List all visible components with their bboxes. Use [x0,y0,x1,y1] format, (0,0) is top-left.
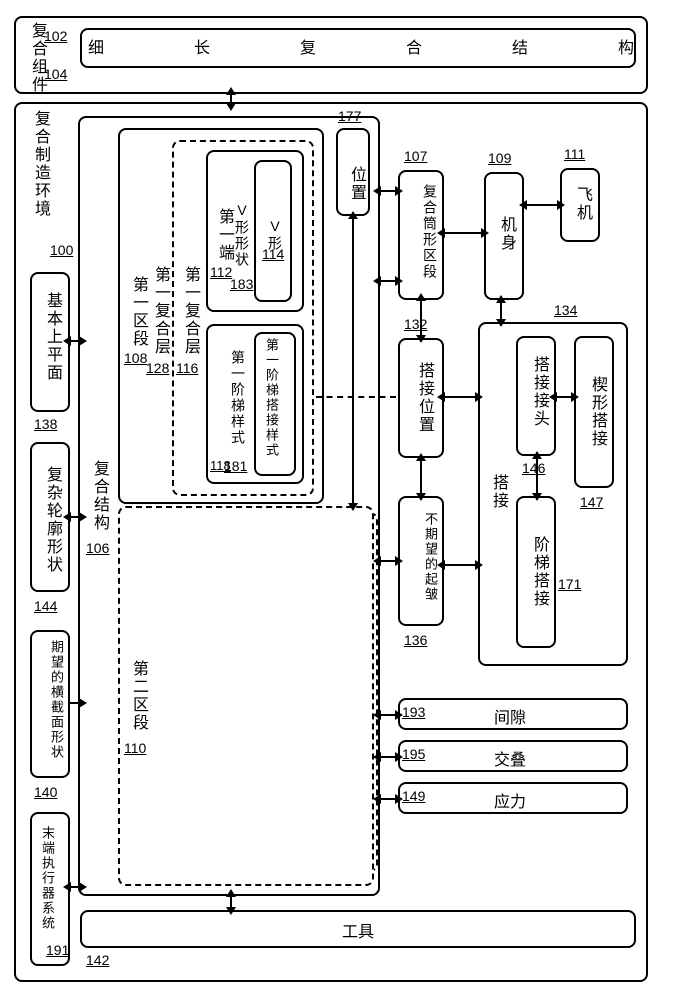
vshape-box-num: 114 [262,246,284,262]
arrow [536,458,538,494]
arrow [380,756,396,758]
arrow [380,190,396,192]
pos-num: 177 [338,108,361,124]
splice1-label: 第一阶梯搭接样式 [262,338,281,458]
layer1a-label: 第一复合层 [148,266,172,356]
arrow [380,280,396,282]
splice-label: 搭接 [486,474,510,510]
arrow [444,396,476,398]
arrow [444,564,476,566]
tool-label: 工具 [342,918,374,942]
arrow [230,896,232,908]
mfg-env-label: 复合制造环境 [28,110,52,218]
splice-loc-num: 132 [404,316,427,332]
splice-loc-label: 搭接位置 [412,362,436,434]
stair1-label: 第一阶梯样式 [212,350,248,446]
arrow [70,702,80,704]
cyl-num: 107 [404,148,427,164]
mfg-env-num: 100 [50,242,73,258]
vshape-num: 183 [230,276,253,292]
seg1-num: 108 [124,350,147,366]
layer1b-label: 第一复合层 [178,266,202,356]
assembly-num: 102 [44,28,67,44]
scarf-num: 147 [580,494,603,510]
end1-num: 112 [210,264,232,280]
arrow [420,300,422,336]
stair1-num: 118 [210,458,231,473]
cyl-label: 复合筒形区段 [402,184,440,280]
joint-label: 搭接接头 [527,356,551,428]
joint-num: 146 [522,460,545,476]
step-splice-label: 阶梯搭接 [527,536,551,608]
slender-label: 细长复合结构 [88,34,678,58]
slender-num: 104 [44,66,67,82]
arrow [70,886,80,888]
arrow [556,396,572,398]
fuse-num: 109 [488,150,511,166]
gap-label: 间隙 [494,704,526,728]
dashed-arrow [316,396,396,398]
pos-label: 位置 [344,166,368,202]
arrow [444,232,482,234]
step-splice-num: 171 [558,576,581,592]
seg1-label: 第一区段 [126,276,150,348]
contour-label: 复杂轮廓形状 [40,466,64,574]
layer1b-num: 116 [176,360,198,376]
fuse-label: 机身 [494,216,518,252]
arrow [380,560,396,562]
basic-plane-num: 138 [34,416,57,432]
arrow [70,516,80,518]
tool-num: 142 [86,952,109,968]
stress-num: 149 [402,788,425,804]
layer1a-num: 128 [146,360,169,376]
seg2 [118,506,374,886]
diagram-canvas: 复合制造环境 100 复合组件 102 细长复合结构 .slender-lbl{… [0,0,678,1000]
arrow [420,460,422,494]
composite-struct-num: 106 [86,540,109,556]
arrow [230,94,232,104]
vshape-label: V形形状 [232,202,252,268]
splice-num: 134 [554,302,577,318]
plane-num: 111 [564,146,585,162]
arrow [526,204,558,206]
overlap-num: 195 [402,746,425,762]
effector-num: 191 [46,942,69,958]
scarf-label: 楔形搭接 [585,376,609,448]
composite-struct-label: 复合结构 [87,460,111,532]
arrow [500,302,502,320]
gap-num: 193 [402,704,425,720]
seg2-label: 第二区段 [126,660,150,732]
plane-label: 飞机 [570,186,594,222]
xsection-label: 期望的横截面形状 [34,640,66,760]
effector-label: 末端执行器系统 [38,826,57,931]
arrow [352,218,354,504]
overlap-label: 交叠 [494,746,526,770]
contour-num: 144 [34,598,57,614]
basic-plane-label: 基本上平面 [40,292,64,382]
stress-label: 应力 [494,788,526,812]
arrow [380,798,396,800]
wrinkle-num: 136 [404,632,427,648]
seg2-num: 110 [124,740,146,756]
arrow [70,340,80,342]
xsection-num: 140 [34,784,57,800]
arrow [380,714,396,716]
wrinkle-label: 不期望的起皱 [402,512,440,602]
